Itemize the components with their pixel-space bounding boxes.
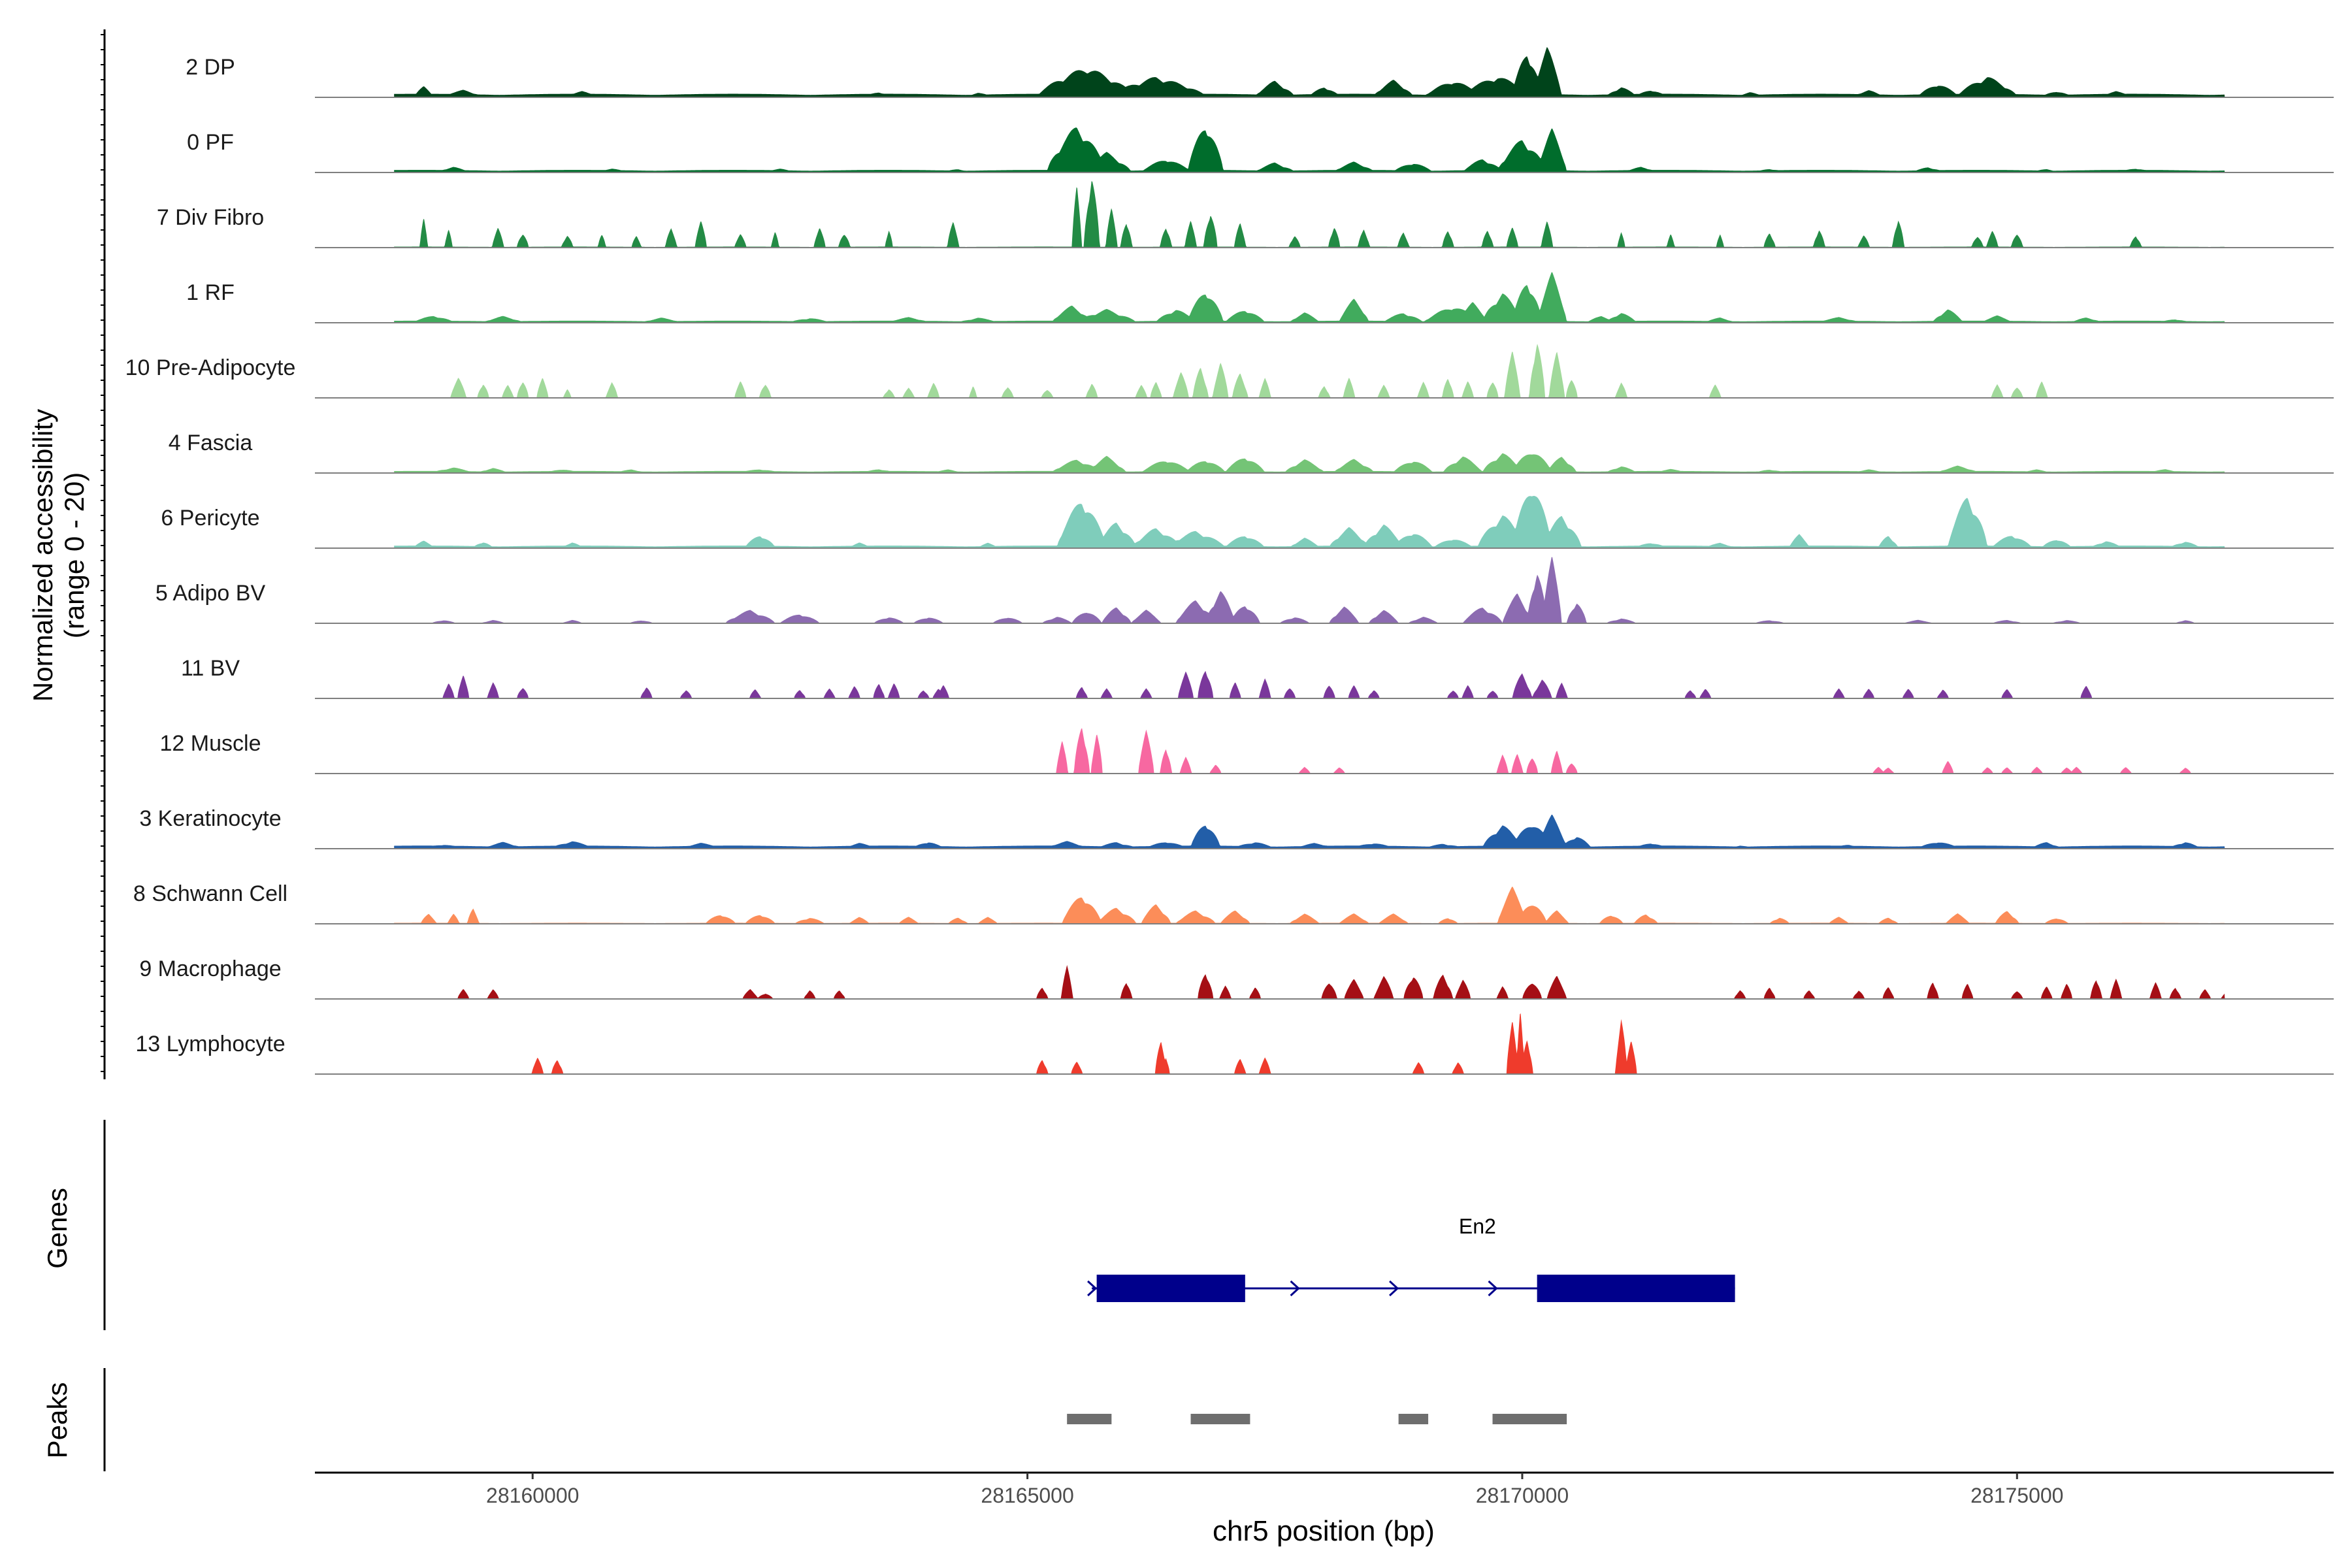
coverage-area [394,965,2225,999]
gene-name: En2 [1459,1215,1496,1238]
y-axis-ticks [101,29,106,1079]
peak-region [1190,1414,1250,1424]
track-11-bv: 11 BV [181,656,2334,699]
coverage-area [394,670,2225,698]
coverage-area [394,728,2225,774]
track-1-rf: 1 RF [186,272,2334,323]
peaks-panel [103,1368,1567,1471]
peak-region [1067,1414,1112,1424]
track-9-macrophage: 9 Macrophage [139,956,2334,1000]
track-label: 11 BV [181,656,240,681]
coverage-area [394,453,2225,473]
track-7-div-fibro: 7 Div Fibro [157,181,2334,248]
track-label: 8 Schwann Cell [133,881,287,906]
track-label: 2 DP [186,55,235,80]
strand-arrow [1488,1280,1498,1297]
x-tick-label: 28160000 [486,1484,579,1507]
track-label: 0 PF [187,130,234,155]
genes-panel-label: Genes [42,1188,73,1269]
gene-annotation-panel: En2 [103,1120,1735,1330]
track-13-lymphocyte: 13 Lymphocyte [135,1013,2334,1075]
track-label: 1 RF [186,280,235,305]
peak-region [1492,1414,1567,1424]
coverage-area [394,127,2225,172]
coverage-area [394,815,2225,849]
track-10-pre-adipocyte: 10 Pre-Adipocyte [125,344,2334,399]
x-tick-label: 28175000 [1970,1484,2063,1507]
track-2-dp: 2 DP [186,47,2334,98]
track-5-adipo-bv: 5 Adipo BV [155,557,2334,624]
axis-titles: Normalized accessibility (range 0 - 20) … [27,409,1435,1547]
y-axis-range: (range 0 - 20) [59,472,90,638]
coverage-area [394,1013,2225,1074]
track-label: 12 Muscle [160,731,261,756]
coverage-area [394,496,2225,548]
strand-arrow [1087,1280,1098,1297]
strand-arrow [1290,1280,1300,1297]
track-0-pf: 0 PF [187,127,2334,173]
track-label: 6 Pericyte [161,506,259,531]
track-3-keratinocyte: 3 Keratinocyte [139,806,2334,849]
x-axis: 28160000 28165000 28170000 28175000 [315,1471,2334,1507]
track-label: 9 Macrophage [139,956,281,981]
strand-arrow [1389,1280,1399,1297]
track-label: 5 Adipo BV [155,581,266,606]
y-axis-title: Normalized accessibility [27,409,58,702]
track-12-muscle: 12 Muscle [160,728,2334,774]
coverage-tracks: 2 DP 0 PF 7 Div Fibro 1 RF 10 Pre-Adipocyte 4… [101,29,2334,1079]
track-label: 7 Div Fibro [157,205,264,230]
track-label: 13 Lymphocyte [135,1032,285,1056]
peaks-panel-label: Peaks [42,1382,73,1459]
track-label: 3 Keratinocyte [139,806,281,831]
coverage-area [394,557,2225,623]
track-8-schwann-cell: 8 Schwann Cell [133,881,2334,924]
gene-en2: En2 [1087,1215,1735,1302]
x-tick-label: 28165000 [981,1484,1073,1507]
x-axis-title: chr5 position (bp) [1213,1515,1435,1547]
peak-region [1398,1414,1429,1424]
gene-exon [1096,1275,1245,1302]
coverage-area [394,344,2225,398]
track-6-pericyte: 6 Pericyte [161,496,2334,549]
coverage-area [394,181,2225,248]
track-label: 4 Fascia [169,431,253,455]
track-label: 10 Pre-Adipocyte [125,355,296,380]
coverage-area [394,47,2225,97]
coverage-area [394,887,2225,924]
track-4-fascia: 4 Fascia [169,431,2334,474]
coverage-area [394,272,2225,323]
gene-exon [1537,1275,1735,1302]
x-tick-label: 28170000 [1476,1484,1569,1507]
